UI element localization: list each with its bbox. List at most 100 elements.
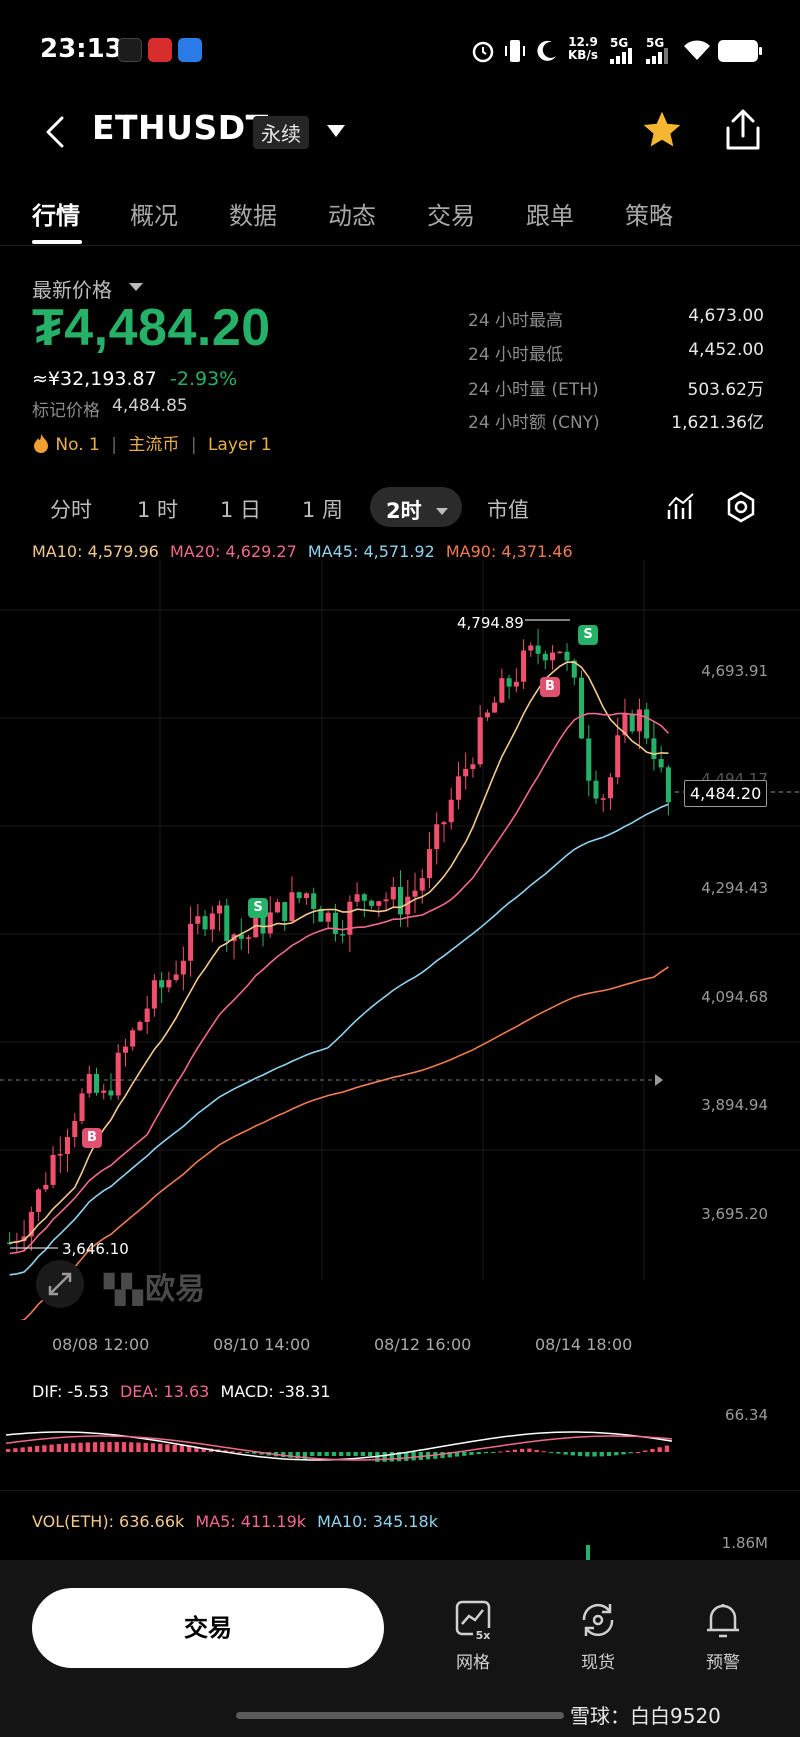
tab-copy-trade[interactable]: 跟单 (526, 202, 574, 230)
macd-bar (628, 1452, 633, 1454)
macd-bar (288, 1452, 293, 1458)
macd-bar (469, 1452, 474, 1455)
signal-label: 5G (646, 36, 665, 50)
candle-body (636, 709, 642, 732)
macd-bar (107, 1442, 112, 1452)
macd-bar (498, 1451, 503, 1453)
tab-market[interactable]: 行情 (32, 202, 80, 230)
tag-layer[interactable]: Layer 1 (207, 435, 272, 455)
spot-button[interactable]: 现货 (553, 1598, 643, 1673)
price-label[interactable]: 最新价格 (32, 278, 112, 302)
macd-bar (396, 1452, 402, 1462)
ma-legend: MA10: 4,579.96 MA20: 4,629.27 MA45: 4,57… (32, 542, 573, 561)
interval-1w[interactable]: 1 周 (302, 498, 344, 522)
ma45-line (9, 803, 669, 1276)
macd-bar (237, 1451, 242, 1453)
tag-rank[interactable]: No. 1 (55, 435, 100, 455)
candle-body (513, 681, 519, 687)
buy-marker: B (82, 1128, 102, 1148)
candles (7, 628, 671, 1253)
tab-overview[interactable]: 概况 (130, 202, 178, 230)
candle-body (448, 799, 454, 823)
stat-value: 1,621.36亿 (671, 413, 764, 433)
macd-bar (664, 1445, 670, 1452)
candle-body (224, 905, 230, 941)
stat-value: 4,452.00 (688, 340, 764, 360)
interval-2h-dropdown[interactable]: 2时 (370, 487, 462, 527)
candle-body (484, 712, 490, 718)
buy-marker: B (540, 677, 560, 697)
moon-icon (537, 40, 556, 61)
spot-swap-icon (582, 1603, 614, 1637)
spot-label: 现货 (581, 1653, 615, 1673)
candle-body (303, 893, 309, 899)
ma45-label: MA45: 4,571.92 (307, 542, 435, 561)
indicator-icon[interactable] (666, 492, 696, 522)
macd-bar (519, 1448, 525, 1452)
candle-body (289, 892, 295, 922)
candle-body (390, 886, 396, 900)
candle-body (296, 892, 302, 899)
candle-body (144, 1008, 150, 1023)
tab-data[interactable]: 数据 (229, 202, 277, 230)
ma90-line (20, 966, 669, 1320)
price-axis-label: 4,094.68 (701, 988, 768, 1006)
sell-marker: S (248, 898, 268, 918)
candle-body (180, 960, 186, 975)
interval-market-cap[interactable]: 市值 (487, 498, 529, 522)
macd-bar (129, 1442, 134, 1452)
candle-body (506, 678, 512, 687)
candle-body (397, 886, 404, 915)
share-icon[interactable] (722, 108, 764, 152)
star-icon[interactable] (640, 108, 684, 152)
candle-body (173, 974, 179, 980)
macd-bar (592, 1452, 597, 1457)
candle-body (188, 923, 194, 961)
macd-bar (447, 1452, 452, 1458)
vol-label: VOL(ETH): 636.66k (32, 1512, 185, 1531)
macd-bar (158, 1443, 163, 1452)
back-button[interactable] (44, 116, 66, 148)
macd-bar (577, 1452, 583, 1457)
high-price-label: 4,794.89 (457, 614, 524, 632)
alert-button[interactable]: 预警 (678, 1598, 768, 1673)
macd-bar (20, 1447, 25, 1452)
interval-1h[interactable]: 1 时 (137, 498, 179, 522)
macd-bar (13, 1448, 18, 1452)
macd-bar (621, 1452, 626, 1455)
tab-trade[interactable]: 交易 (427, 202, 475, 230)
stat-label: 24 小时最低 (468, 345, 564, 365)
stat-value: 503.62万 (687, 380, 764, 400)
macd-bar (100, 1442, 105, 1452)
candle-body (209, 913, 215, 930)
stat-label: 24 小时额 (CNY) (468, 413, 600, 433)
trade-button[interactable]: 交易 (32, 1588, 384, 1668)
candle-body (607, 777, 614, 799)
candle-body (426, 849, 433, 879)
macd-bar (42, 1445, 47, 1452)
home-indicator[interactable] (236, 1712, 564, 1719)
symbol-title[interactable]: ETHUSDT (92, 108, 269, 147)
interval-1d[interactable]: 1 日 (220, 498, 262, 522)
grid-button[interactable]: 5x 网格 (428, 1598, 518, 1673)
candle-body (245, 937, 252, 939)
settings-icon[interactable] (724, 490, 758, 524)
chart-watermark: ▚▚ 欧易 (104, 1272, 206, 1307)
macd-bar (78, 1442, 83, 1452)
macd-bar (643, 1450, 648, 1452)
ma20-label: MA20: 4,629.27 (169, 542, 297, 561)
macd-bar (295, 1452, 300, 1459)
tab-news[interactable]: 动态 (328, 202, 376, 230)
macd-bar (606, 1452, 612, 1456)
tab-strategy[interactable]: 策略 (625, 202, 673, 230)
macd-bar (317, 1452, 322, 1456)
stat-label: 24 小时量 (ETH) (468, 380, 599, 400)
triangle-down-icon[interactable] (326, 124, 346, 138)
app-notification-icon (118, 38, 142, 62)
expand-chart-button[interactable] (36, 1260, 84, 1308)
interval-timeline[interactable]: 分时 (50, 498, 92, 522)
triangle-down-icon[interactable] (128, 282, 144, 292)
tag-category[interactable]: 主流币 (128, 435, 180, 455)
candlestick-chart[interactable] (0, 560, 800, 1320)
footer-watermark: 雪球：白白9520 (570, 1704, 721, 1728)
